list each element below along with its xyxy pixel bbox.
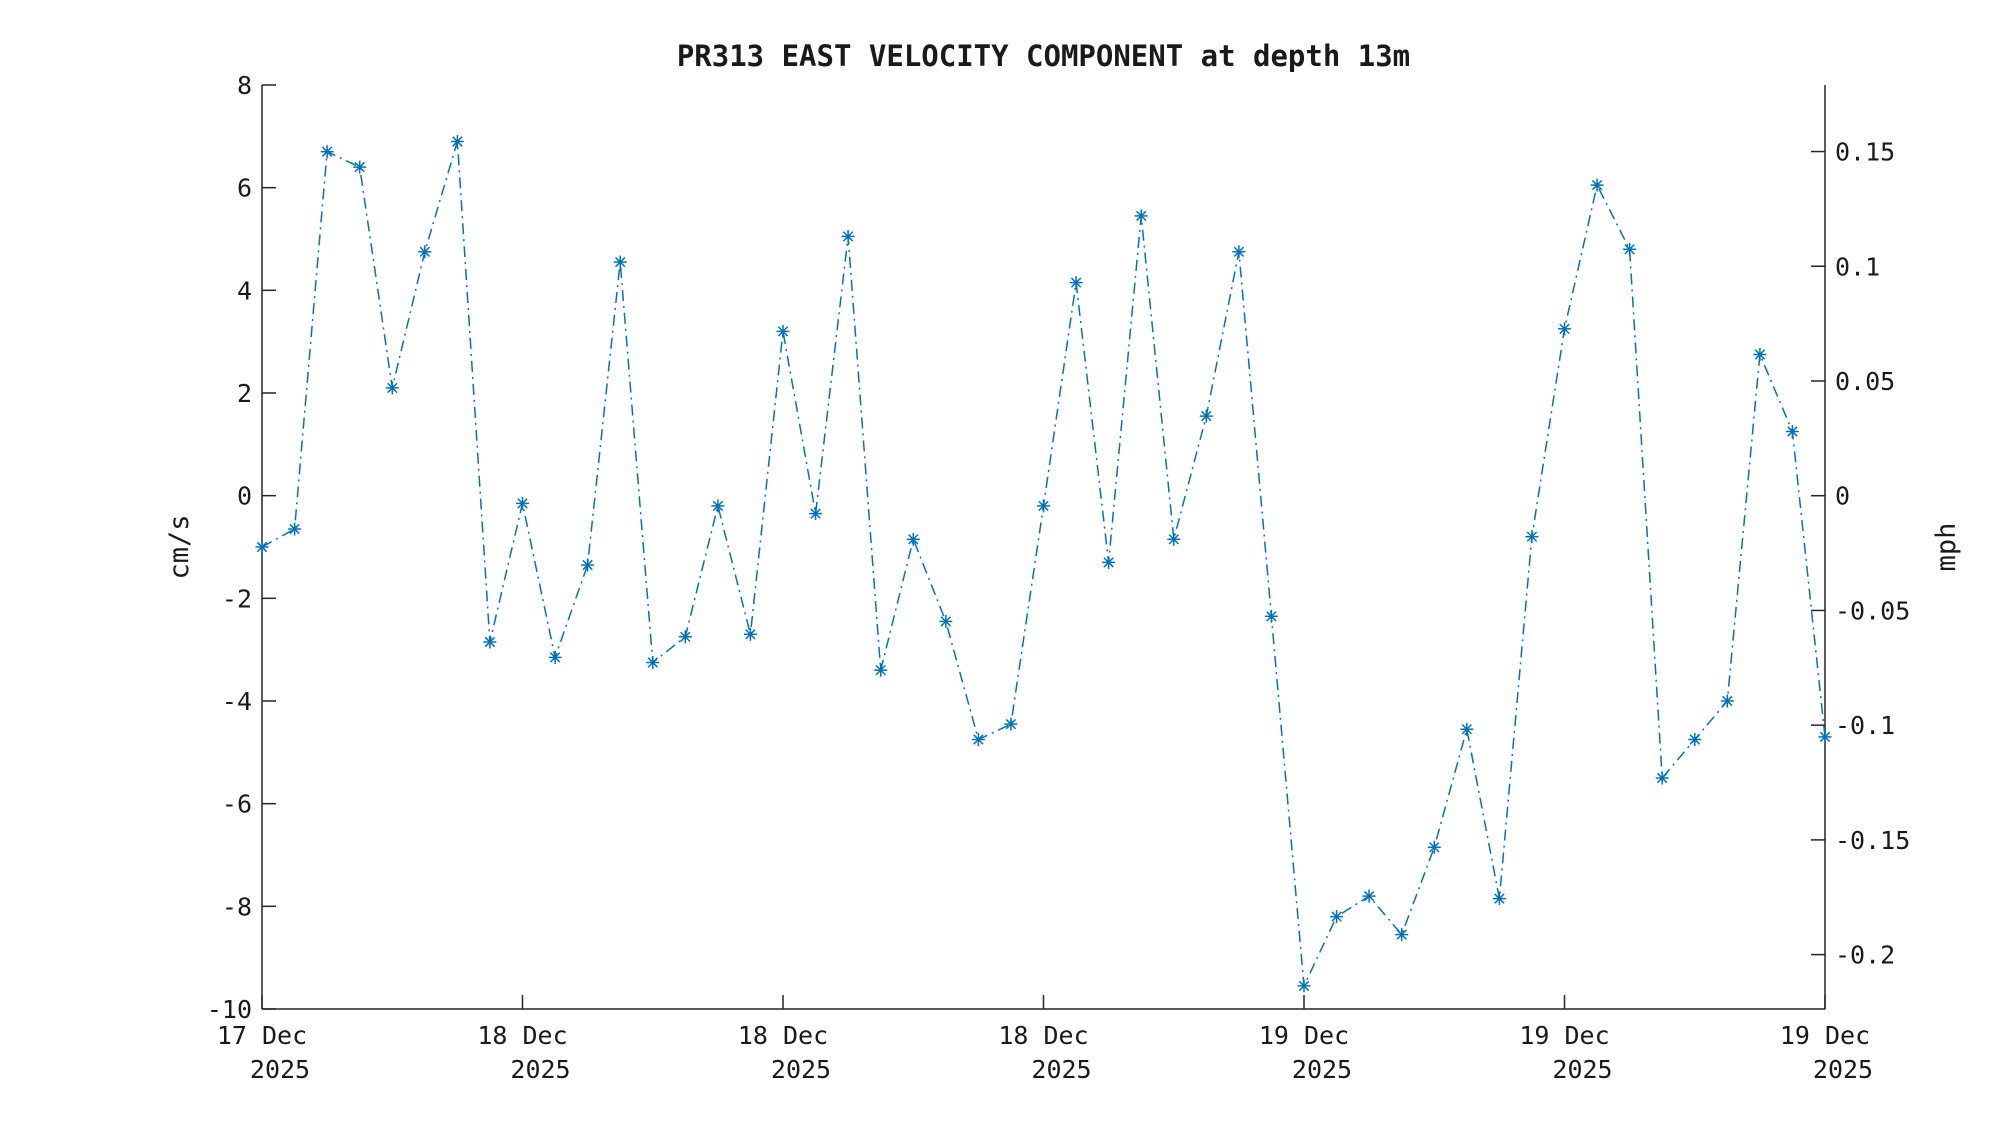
y2-tick-label: -0.2 bbox=[1835, 941, 1895, 970]
y-tick-label: 4 bbox=[237, 276, 252, 305]
data-point-marker bbox=[711, 499, 725, 513]
y2-tick-label: -0.05 bbox=[1835, 596, 1910, 625]
x-tick-label-year: 2025 bbox=[1292, 1055, 1352, 1084]
data-point-marker bbox=[906, 532, 920, 546]
y-tick-label: 8 bbox=[237, 71, 252, 100]
data-point-marker bbox=[418, 245, 432, 259]
y-tick-label: -4 bbox=[222, 687, 252, 716]
series-line bbox=[261, 141, 1826, 989]
y2-tick-label: 0 bbox=[1835, 482, 1850, 511]
y-tick-label: -8 bbox=[222, 892, 252, 921]
x-tick-label-year: 2025 bbox=[1552, 1055, 1612, 1084]
data-point-marker bbox=[1720, 694, 1734, 708]
data-point-marker bbox=[1199, 409, 1213, 423]
x-tick-label-date: 18 Dec bbox=[998, 1021, 1088, 1050]
x-tick-label-date: 17 Dec bbox=[217, 1021, 307, 1050]
data-point-marker bbox=[613, 255, 627, 269]
data-point-marker bbox=[255, 540, 269, 554]
data-point-marker bbox=[1655, 771, 1669, 785]
data-point-marker bbox=[1688, 733, 1702, 746]
series-markers bbox=[255, 135, 1832, 993]
y-tick-label: -2 bbox=[222, 584, 252, 613]
data-point-marker bbox=[1330, 910, 1344, 924]
data-point-marker bbox=[581, 558, 595, 572]
data-point-marker bbox=[353, 160, 367, 174]
data-point-marker bbox=[1623, 242, 1637, 256]
y2-tick-label: 0.15 bbox=[1835, 138, 1895, 167]
x-tick-label-date: 19 Dec bbox=[1780, 1021, 1870, 1050]
x-tick-label-date: 19 Dec bbox=[1259, 1021, 1349, 1050]
data-point-marker bbox=[841, 229, 855, 243]
data-point-marker bbox=[809, 507, 823, 521]
data-point-marker bbox=[1558, 322, 1571, 336]
data-point-marker bbox=[1590, 178, 1604, 192]
data-point-marker bbox=[1264, 609, 1278, 623]
y-tick-label: -6 bbox=[222, 790, 252, 819]
x-tick-label-date: 18 Dec bbox=[477, 1021, 567, 1050]
y2-tick-label: 0.1 bbox=[1835, 252, 1880, 281]
y-tick-label: -10 bbox=[207, 995, 252, 1024]
y-tick-label: 2 bbox=[237, 379, 252, 408]
data-point-marker bbox=[1785, 425, 1799, 438]
data-point-marker bbox=[1167, 532, 1181, 546]
y2-axis-title: mph bbox=[1931, 523, 1962, 572]
data-point-marker bbox=[939, 614, 953, 628]
data-point-marker bbox=[874, 663, 888, 677]
data-point-marker bbox=[1492, 892, 1506, 906]
y2-tick-label: -0.15 bbox=[1835, 826, 1910, 855]
data-point-marker bbox=[1362, 889, 1376, 903]
x-tick-label-date: 18 Dec bbox=[738, 1021, 828, 1050]
y-tick-label: 6 bbox=[237, 174, 252, 203]
data-point-marker bbox=[483, 635, 497, 649]
data-point-marker bbox=[288, 522, 302, 536]
chart-title: PR313 EAST VELOCITY COMPONENT at depth 1… bbox=[677, 39, 1410, 73]
y-tick-label: 0 bbox=[237, 482, 252, 511]
data-point-marker bbox=[516, 496, 529, 510]
data-point-marker bbox=[1004, 717, 1018, 731]
y2-tick-label: -0.1 bbox=[1835, 711, 1895, 740]
data-point-marker bbox=[1232, 245, 1246, 259]
data-point-marker bbox=[1297, 979, 1311, 993]
data-point-marker bbox=[385, 381, 399, 395]
data-point-marker bbox=[1427, 840, 1441, 854]
data-point-marker bbox=[1818, 730, 1832, 744]
data-point-marker bbox=[971, 733, 985, 746]
x-tick-label-date: 19 Dec bbox=[1519, 1021, 1609, 1050]
data-point-marker bbox=[646, 656, 660, 669]
data-point-marker bbox=[776, 324, 790, 338]
data-point-marker bbox=[1525, 530, 1539, 544]
data-point-marker bbox=[743, 627, 757, 641]
x-tick-label-year: 2025 bbox=[510, 1055, 570, 1084]
x-tick-label-year: 2025 bbox=[1813, 1055, 1873, 1084]
data-point-marker bbox=[1037, 499, 1050, 513]
ticks: -10 -8 -6 -4 -2 0 2 4 6 8 -0.2 -0.15 -0.1 -0.05 0 0.05 0… bbox=[207, 71, 1910, 1084]
data-point-marker bbox=[1753, 348, 1767, 361]
data-point-marker bbox=[320, 145, 334, 159]
y-axis-title: cm/s bbox=[164, 514, 195, 579]
y2-tick-label: 0.05 bbox=[1835, 367, 1895, 396]
data-point-marker bbox=[1134, 209, 1148, 223]
data-point-marker bbox=[678, 630, 692, 644]
data-point-marker bbox=[1102, 555, 1116, 569]
data-point-marker bbox=[1395, 928, 1409, 942]
data-point-marker bbox=[1069, 276, 1083, 290]
data-point-marker bbox=[450, 135, 464, 148]
x-tick-label-year: 2025 bbox=[771, 1055, 831, 1084]
series-east-velocity bbox=[261, 141, 1826, 989]
data-point-marker bbox=[548, 650, 562, 664]
x-tick-label-year: 2025 bbox=[250, 1055, 310, 1084]
axes bbox=[261, 85, 1826, 1010]
data-point-marker bbox=[1460, 722, 1474, 736]
x-tick-label-year: 2025 bbox=[1031, 1055, 1091, 1084]
